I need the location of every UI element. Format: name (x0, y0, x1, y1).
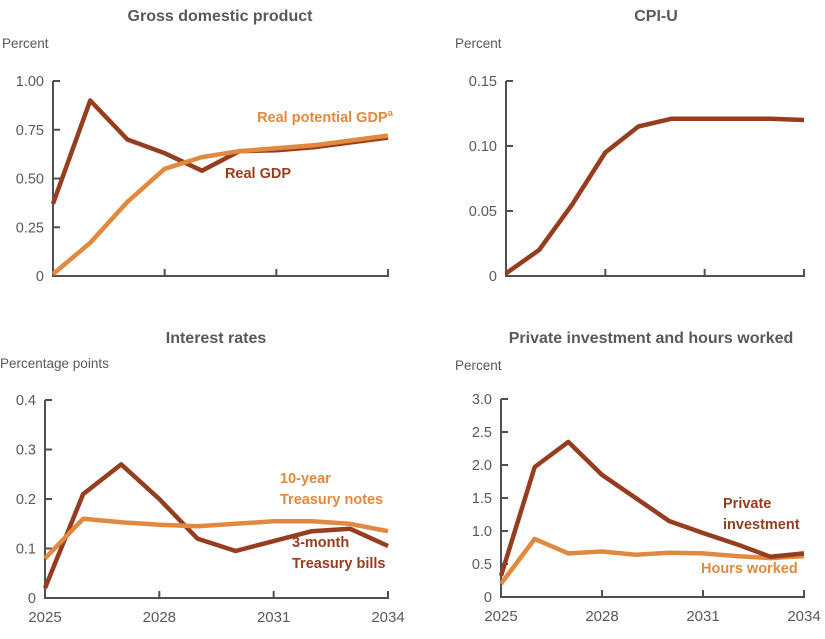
chart-title-private-investment: Private investment and hours worked (508, 330, 794, 347)
y-tick-label: 0 (36, 269, 44, 285)
x-tick-label: 2028 (585, 608, 618, 625)
y-axis-unit-private-investment: Percent (455, 358, 502, 373)
y-tick-label: 0.5 (472, 557, 492, 573)
series-label-3-month-treasury-bills: 3-month Treasury bills (292, 535, 386, 572)
y-tick-label: 0 (484, 590, 492, 606)
y-axis-unit-interest-rates: Percentage points (0, 356, 109, 371)
y-tick-label: 0.10 (469, 139, 497, 155)
y-tick-label: 0.75 (16, 123, 44, 139)
series-line-hours-worked (499, 536, 805, 586)
y-tick-label: 0.2 (16, 492, 36, 508)
y-axis-unit-gdp: Percent (2, 36, 49, 51)
y-axis-unit-cpi: Percent (455, 36, 502, 51)
y-tick-label: 2.5 (472, 425, 492, 441)
chart-inv: 3.0 2.5 2.0 1.5 1.0 0.5 0 2025 2028 2031 2034 (472, 392, 821, 625)
x-tick-label: 2031 (257, 609, 290, 626)
series-label-real-potential-gdp: Real potential GDPa (257, 108, 393, 126)
y-tick-label: 1.5 (472, 491, 492, 507)
chart-gdp: 1.00 0.75 0.50 0.25 0 (16, 74, 389, 285)
y-tick-label: 0.50 (16, 172, 44, 188)
y-tick-label: 0.05 (469, 204, 497, 220)
y-tick-label: 0.25 (16, 220, 44, 236)
y-tick-label: 0 (28, 591, 36, 607)
y-tick-label: 0.15 (469, 74, 497, 90)
y-tick-label: 1.0 (472, 524, 492, 540)
series-line-3-month-treasury-bills (42, 462, 389, 589)
x-tick-label: 2034 (371, 609, 404, 626)
series-label-private-investment: Private investment (723, 496, 800, 533)
series-line-10-year-treasury-notes (43, 516, 389, 560)
series-line-real-potential-gdp (51, 133, 389, 276)
series-line-cpi-u (504, 116, 805, 276)
y-tick-label: 1.00 (16, 74, 44, 90)
x-tick-label: 2025 (28, 609, 61, 626)
chart-cpi: 0.15 0.10 0.05 0 (469, 74, 805, 285)
series-line-private-investment (498, 439, 805, 577)
y-tick-label: 0.4 (16, 393, 36, 409)
series-label-10-year-treasury-notes: 10-year Treasury notes (280, 471, 384, 508)
y-tick-label: 2.0 (472, 458, 492, 474)
chart-title-gdp: Gross domestic product (127, 8, 313, 25)
x-tick-label: 2028 (143, 609, 176, 626)
chart-title-interest-rates: Interest rates (165, 330, 267, 347)
series-label-hours-worked: Hours worked (701, 561, 798, 577)
x-tick-label: 2034 (787, 608, 820, 625)
series-label-real-gdp: Real GDP (224, 166, 292, 182)
x-tick-label: 2031 (686, 608, 719, 625)
y-tick-label: 0.3 (16, 443, 36, 459)
footnote-marker-a: a (387, 108, 393, 120)
x-tick-label: 2025 (484, 608, 517, 625)
axes-cpi (505, 81, 805, 277)
y-tick-label: 0.1 (16, 542, 36, 558)
y-tick-label: 3.0 (472, 392, 492, 408)
chart-title-cpi: CPI-U (634, 8, 678, 25)
chart-rates: 0.4 0.3 0.2 0.1 0 2025 2028 2031 2034 (16, 393, 405, 626)
y-tick-label: 0 (489, 269, 497, 285)
